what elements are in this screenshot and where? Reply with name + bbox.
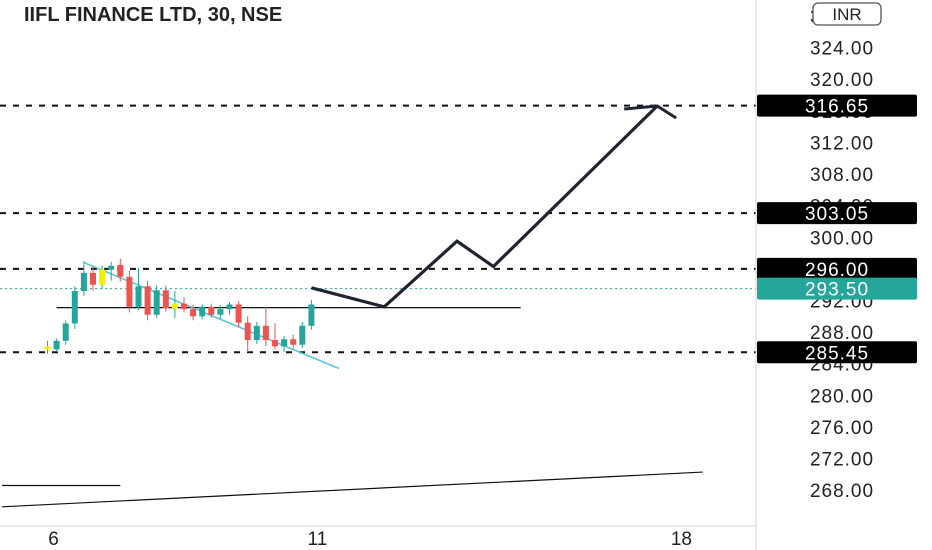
price-tick-label: 288.00 bbox=[810, 323, 874, 344]
candle-body[interactable] bbox=[253, 325, 260, 341]
candle-body[interactable] bbox=[62, 323, 69, 341]
level-price-badge-label: 285.45 bbox=[805, 343, 869, 364]
price-tick-label: 300.00 bbox=[810, 228, 874, 249]
time-tick-label: 11 bbox=[308, 529, 328, 550]
price-tick-label: 308.00 bbox=[810, 165, 874, 186]
time-axis[interactable]: 6 11 18 bbox=[0, 525, 756, 550]
projection-arrow-path[interactable] bbox=[310, 104, 659, 309]
candle-body[interactable] bbox=[71, 291, 78, 324]
chart-title: IIFL FINANCE LTD, 30, NSE bbox=[24, 4, 282, 26]
price-axis[interactable]: 328.00324.00320.00316.00312.00308.00304.… bbox=[755, 0, 932, 550]
level-price-badge-label: 316.65 bbox=[805, 97, 869, 118]
candle-body[interactable] bbox=[99, 269, 106, 285]
candle-body[interactable] bbox=[181, 303, 187, 310]
current-price-badge-label: 293.50 bbox=[805, 280, 869, 301]
time-tick-label: 6 bbox=[48, 529, 59, 550]
price-tick-label: 272.00 bbox=[810, 450, 874, 471]
candle-body[interactable] bbox=[299, 325, 306, 345]
candle-body[interactable] bbox=[208, 306, 215, 315]
currency-badge[interactable] bbox=[812, 2, 882, 26]
projection-arrowhead bbox=[624, 104, 678, 120]
candle-body[interactable] bbox=[217, 309, 224, 315]
level-price-badge-label: 296.00 bbox=[805, 260, 869, 281]
candle-body[interactable] bbox=[53, 340, 60, 350]
candle-body[interactable] bbox=[281, 339, 288, 347]
price-tick-label: 276.00 bbox=[810, 418, 874, 439]
candle-body[interactable] bbox=[290, 339, 297, 345]
candle-body[interactable] bbox=[171, 303, 178, 309]
price-tick-label: 268.00 bbox=[810, 481, 874, 502]
candle-body[interactable] bbox=[44, 346, 51, 350]
candle-body[interactable] bbox=[135, 286, 142, 307]
price-tick-label: 312.00 bbox=[810, 133, 874, 154]
candle-body[interactable] bbox=[226, 304, 233, 310]
candle-body[interactable] bbox=[235, 304, 242, 323]
current-price-badge[interactable] bbox=[757, 277, 917, 300]
time-tick-label: 18 bbox=[671, 529, 692, 550]
candle-body[interactable] bbox=[90, 272, 96, 285]
candle-body[interactable] bbox=[144, 286, 151, 315]
candle-body[interactable] bbox=[272, 340, 278, 347]
candle-body[interactable] bbox=[199, 306, 206, 317]
level-price-badge[interactable] bbox=[757, 94, 917, 117]
currency-label: INR bbox=[832, 5, 861, 24]
candle-body[interactable] bbox=[108, 265, 115, 270]
candle-body[interactable] bbox=[153, 290, 160, 315]
candle-body[interactable] bbox=[162, 290, 169, 309]
lower-trendline[interactable] bbox=[1, 471, 703, 508]
candle-body[interactable] bbox=[80, 272, 87, 292]
level-price-badge[interactable] bbox=[757, 341, 917, 364]
price-tick-label: 280.00 bbox=[810, 386, 874, 407]
plot-area[interactable] bbox=[0, 104, 756, 508]
price-tick-label: 324.00 bbox=[810, 39, 874, 60]
level-price-badge[interactable] bbox=[757, 257, 917, 280]
candle-body[interactable] bbox=[244, 322, 251, 341]
level-price-badge[interactable] bbox=[757, 202, 917, 225]
candle-body[interactable] bbox=[117, 264, 124, 277]
candle-body[interactable] bbox=[308, 304, 315, 326]
price-tick-label: 320.00 bbox=[810, 70, 874, 91]
candle-body[interactable] bbox=[126, 276, 133, 307]
candle-body[interactable] bbox=[262, 325, 269, 341]
candle-body[interactable] bbox=[190, 309, 197, 317]
level-price-badge-label: 303.05 bbox=[805, 204, 869, 225]
